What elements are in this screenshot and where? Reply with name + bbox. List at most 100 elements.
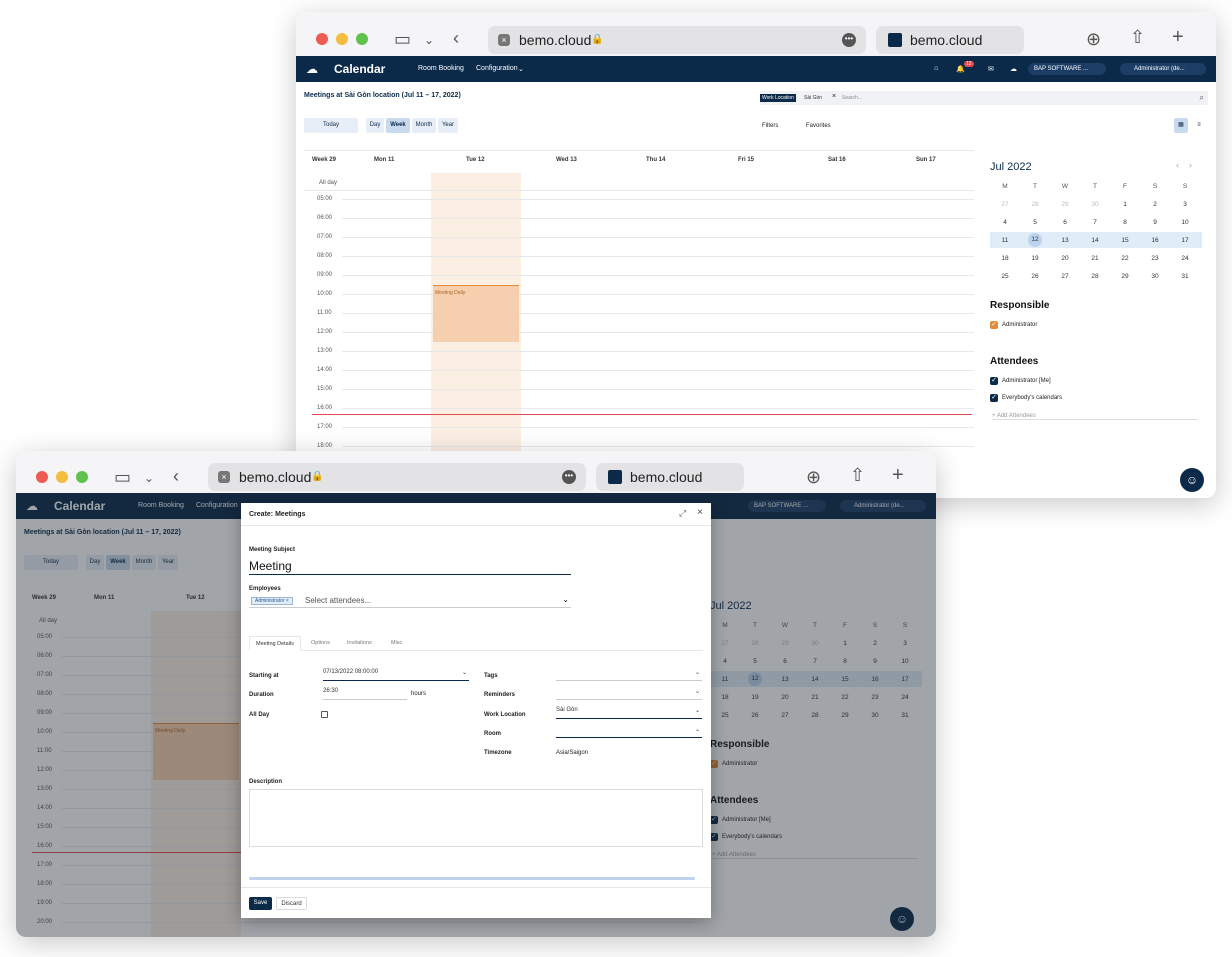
home-icon[interactable]: ⌂ [934,65,939,72]
mini-day[interactable]: 3 [903,640,907,647]
today-button[interactable]: Today [304,118,358,133]
mini-day[interactable]: 5 [753,658,757,665]
mini-day[interactable]: 21 [811,694,819,701]
mini-day[interactable]: 14 [811,676,819,683]
chevron-down-icon[interactable]: ⌄ [424,33,435,47]
download-icon[interactable]: ⊕ [1086,29,1102,49]
mini-day[interactable]: 2 [1153,201,1157,208]
view-month-button[interactable]: Month [412,118,436,133]
view-day-button[interactable]: Day [86,555,104,570]
mini-day[interactable]: 4 [723,658,727,665]
mini-day[interactable]: 27 [1061,273,1069,280]
add-attendees-input[interactable]: + Add Attendees [712,852,918,859]
chevron-down-icon[interactable]: ⌄ [144,471,155,485]
menu-configuration[interactable]: Configuration [476,65,518,72]
mini-day[interactable]: 30 [871,712,879,719]
filters-button[interactable]: Filters [762,123,779,129]
responsible-checkbox[interactable]: ✓ [710,760,718,768]
app-title[interactable]: Calendar [334,62,386,76]
discard-button[interactable]: Discard [276,897,307,910]
subject-input[interactable]: Meeting [249,557,571,575]
mini-day[interactable]: 26 [1031,273,1039,280]
mini-day[interactable]: 12 [748,672,762,686]
tab-invitations[interactable]: Invitations [347,640,372,646]
sidebar-toggle-icon[interactable]: ▭ [394,29,412,49]
expand-icon[interactable]: ⤢ [679,508,687,518]
mini-day[interactable]: 19 [751,694,759,701]
mini-day[interactable]: 23 [871,694,879,701]
list-view-icon[interactable]: ≡ [1197,122,1201,128]
mini-day[interactable]: 22 [1121,255,1129,262]
mini-day[interactable]: 20 [1061,255,1069,262]
mini-day[interactable]: 26 [751,712,759,719]
user-menu[interactable]: Administrator (de... [840,500,926,512]
tab-misc[interactable]: Misc [391,640,403,646]
worklocation-input[interactable]: Sài Gòn ⌄ [556,707,702,719]
browser-tab[interactable]: bemo.cloud [596,463,744,491]
sidebar-toggle-icon[interactable]: ▭ [114,467,132,487]
menu-room-booking[interactable]: Room Booking [138,502,184,509]
next-month-icon[interactable]: › [1189,160,1192,170]
mini-day[interactable]: 10 [901,658,909,665]
minimize-dot[interactable] [56,471,68,483]
calendar-view-icon[interactable]: ▦ [1174,118,1188,133]
mini-day[interactable]: 19 [1031,255,1039,262]
save-button[interactable]: Save [249,897,272,910]
mini-day[interactable]: 15 [841,676,849,683]
chatbot-button[interactable]: ☺ [890,907,914,931]
mini-day[interactable]: 25 [1001,273,1009,280]
cloud-logo-icon[interactable]: ☁ [306,62,318,76]
close-icon[interactable]: × [697,507,703,518]
mini-day[interactable]: 23 [1151,255,1159,262]
new-tab-icon[interactable]: + [892,464,904,486]
room-input[interactable]: ⌄ [556,726,702,738]
facet-remove-icon[interactable]: × [832,93,837,100]
mini-day[interactable]: 28 [751,640,759,647]
mini-day[interactable]: 11 [1001,237,1009,244]
chatbot-button[interactable]: ☺ [1180,468,1204,492]
zoom-dot[interactable] [356,33,368,45]
user-menu[interactable]: Administrator (de... [1120,63,1206,75]
more-icon[interactable]: ••• [562,470,576,484]
mini-day[interactable]: 22 [841,694,849,701]
menu-room-booking[interactable]: Room Booking [418,65,464,72]
description-textarea[interactable] [249,789,703,847]
event-meeting-daily[interactable]: Meeting Daily [433,285,519,342]
mini-day[interactable]: 9 [873,658,877,665]
mini-day[interactable]: 16 [1151,237,1159,244]
attendee-all-checkbox[interactable]: ✓ [990,394,998,402]
mini-day[interactable]: 1 [843,640,847,647]
tags-input[interactable]: ⌄ [556,669,702,681]
view-year-button[interactable]: Year [158,555,178,570]
cloud-logo-icon[interactable]: ☁ [26,499,38,513]
mini-day[interactable]: 16 [871,676,879,683]
menu-configuration[interactable]: Configuration [196,502,238,509]
zoom-dot[interactable] [76,471,88,483]
mini-day[interactable]: 3 [1183,201,1187,208]
view-day-button[interactable]: Day [366,118,384,133]
prev-month-icon[interactable]: ‹ [1176,160,1179,170]
mini-day[interactable]: 5 [1033,219,1037,226]
mini-day[interactable]: 29 [1121,273,1129,280]
today-button[interactable]: Today [24,555,78,570]
event-meeting-daily[interactable]: Meeting Daily [153,723,239,780]
mini-day[interactable]: 9 [1153,219,1157,226]
duration-input[interactable]: 26:30 [323,688,407,700]
mini-day[interactable]: 28 [811,712,819,719]
mini-day[interactable]: 30 [811,640,819,647]
bell-icon[interactable]: 🔔 [956,66,965,73]
mini-day[interactable]: 6 [783,658,787,665]
mini-day[interactable]: 6 [1063,219,1067,226]
mini-day[interactable]: 8 [843,658,847,665]
cloud-icon[interactable]: ☁ [1010,66,1017,73]
view-week-button[interactable]: Week [386,118,410,133]
mini-day[interactable]: 13 [781,676,789,683]
mini-day[interactable]: 13 [1061,237,1069,244]
mini-day[interactable]: 2 [873,640,877,647]
mini-day[interactable]: 29 [841,712,849,719]
mail-icon[interactable]: ✉ [988,66,994,73]
minimize-dot[interactable] [336,33,348,45]
mini-day[interactable]: 25 [721,712,729,719]
search-bar[interactable]: Work Location Sài Gòn × Search... ⌕ [760,91,1208,105]
mini-day[interactable]: 27 [781,712,789,719]
